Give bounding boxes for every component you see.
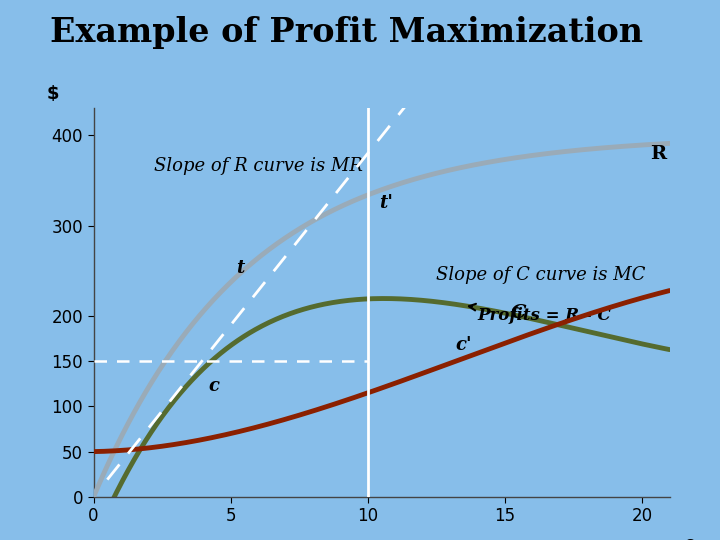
Text: Profits = R - C: Profits = R - C bbox=[469, 304, 611, 325]
Text: c: c bbox=[209, 377, 220, 395]
Text: c': c' bbox=[456, 336, 472, 354]
Text: Quantity: Quantity bbox=[683, 537, 720, 540]
Text: Slope of R curve is MR: Slope of R curve is MR bbox=[154, 157, 363, 176]
Text: Example of Profit Maximization: Example of Profit Maximization bbox=[50, 16, 644, 49]
Text: $: $ bbox=[46, 85, 59, 104]
Text: t': t' bbox=[379, 194, 392, 212]
Text: C: C bbox=[511, 304, 526, 322]
Text: R: R bbox=[650, 145, 667, 163]
Text: t: t bbox=[236, 259, 245, 277]
Text: Slope of C curve is MC: Slope of C curve is MC bbox=[436, 266, 646, 284]
